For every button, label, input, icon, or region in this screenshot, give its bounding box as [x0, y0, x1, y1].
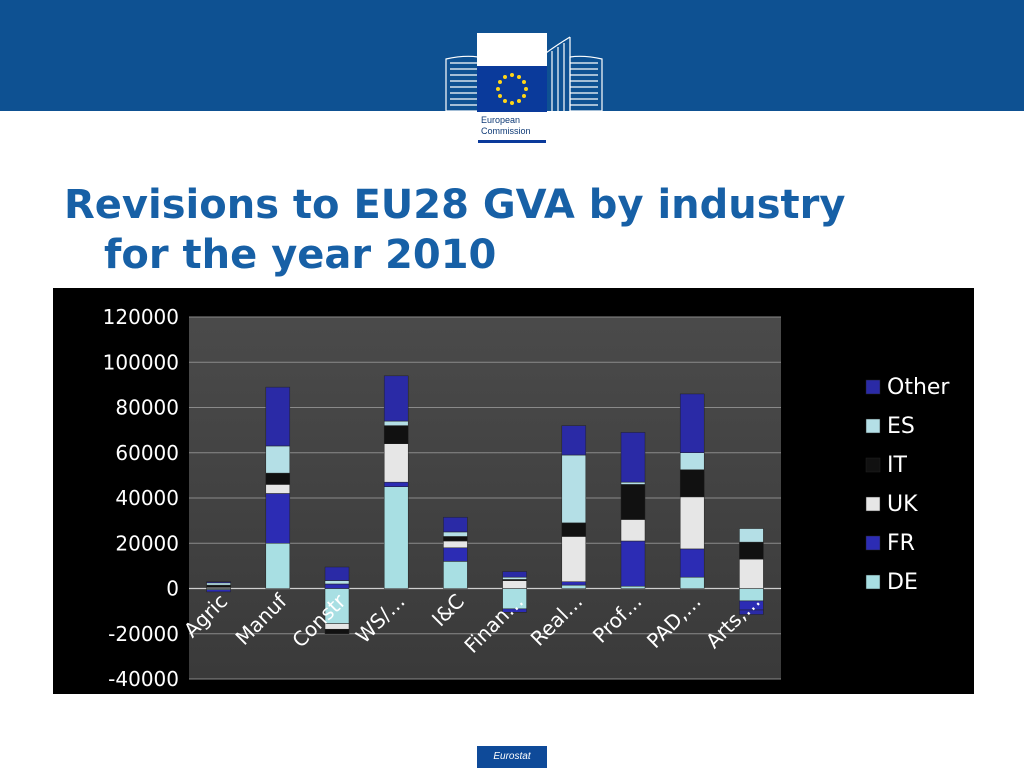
bar-segment-it: [265, 472, 291, 485]
logo-underline: [478, 140, 546, 143]
bar-segment-fr: [265, 493, 291, 544]
legend-swatch-de: [865, 574, 881, 590]
bar-segment-es: [265, 445, 291, 474]
bar-segment-es: [679, 452, 705, 470]
eu-stars-icon: [496, 73, 528, 105]
bar-segment-fr: [206, 589, 231, 593]
y-tick-label: 120000: [103, 305, 179, 329]
legend-label-uk: UK: [887, 492, 918, 517]
y-tick-label: -20000: [108, 622, 179, 646]
logo-line1: European: [481, 115, 521, 125]
legend-label-it: IT: [887, 453, 907, 478]
bar-segment-uk: [265, 484, 291, 494]
bar-segment-other: [620, 432, 646, 483]
bar-segment-de: [383, 486, 409, 589]
bar-segment-it: [443, 536, 468, 542]
bar-segment-fr: [324, 583, 350, 589]
bar-segment-de: [620, 585, 646, 589]
slide-title: Revisions to EU28 GVA by industry for th…: [64, 180, 964, 280]
bar-segment-es: [324, 580, 350, 585]
bar-segment-fr: [679, 548, 705, 578]
bar-segment-fr: [561, 581, 587, 586]
bar-segment-es: [739, 528, 764, 543]
bar-segment-uk: [561, 536, 587, 582]
y-tick-label: 0: [166, 577, 179, 601]
bar-segment-other: [383, 375, 409, 422]
bar-segment-it: [561, 522, 587, 537]
bar-segment-fr: [443, 547, 468, 562]
title-line1: Revisions to EU28 GVA by industry: [64, 182, 846, 228]
legend-label-de: DE: [887, 570, 918, 595]
bar-segment-other: [739, 609, 764, 615]
eu-flag: [477, 66, 547, 112]
legend-swatch-fr: [865, 535, 881, 551]
y-tick-label: 20000: [115, 531, 179, 555]
y-tick-label: 80000: [115, 396, 179, 420]
bar-segment-fr: [620, 540, 646, 587]
legend-swatch-es: [865, 418, 881, 434]
bar-segment-it: [324, 628, 350, 635]
bar-segment-other: [324, 566, 350, 581]
bar-segment-de: [265, 543, 291, 589]
bar-segment-de: [443, 561, 468, 589]
legend-swatch-other: [865, 379, 881, 395]
legend-label-es: ES: [887, 414, 915, 439]
legend-swatch-uk: [865, 496, 881, 512]
bar-segment-es: [561, 454, 587, 524]
bar-segment-other: [561, 425, 587, 456]
bar-segment-it: [620, 484, 646, 520]
legend-swatch-it: [865, 457, 881, 473]
eurostat-badge: Eurostat: [477, 746, 547, 768]
chart-container: 120000 100000 80000 60000 40000 20000 0 -20000 -…: [53, 288, 974, 694]
bar-segment-uk: [620, 519, 646, 542]
bar-segment-other: [502, 571, 527, 578]
bar-segment-it: [739, 541, 764, 560]
bar-segment-other: [443, 516, 468, 533]
bar-segment-other: [265, 386, 291, 447]
bar-segment-de: [679, 576, 705, 589]
bar-segment-uk: [383, 443, 409, 483]
bar-segment-it: [206, 584, 231, 588]
bar-segment-other: [679, 393, 705, 454]
bar-segment-uk: [502, 580, 527, 589]
y-tick-label: 60000: [115, 441, 179, 465]
bar-segment-other: [206, 581, 231, 584]
bar-segment-es: [206, 582, 231, 586]
logo-line2: Commission: [481, 126, 531, 136]
y-tick-label: 100000: [103, 350, 179, 374]
bar-segment-es: [383, 420, 409, 426]
bar-segment-uk: [739, 558, 764, 589]
y-tick-label: -40000: [108, 667, 179, 691]
bar-segment-uk: [679, 496, 705, 550]
bar-segment-fr: [383, 481, 409, 487]
stacked-bar-chart: 120000 100000 80000 60000 40000 20000 0 -20000 -…: [103, 305, 951, 691]
bar-segment-es: [502, 576, 527, 580]
legend-label-fr: FR: [887, 531, 915, 556]
bar-segment-it: [679, 469, 705, 498]
bar-segment-es: [620, 481, 646, 485]
bar-segment-es: [443, 531, 468, 537]
bar-segment-uk: [443, 540, 468, 549]
bar-segment-de: [561, 584, 587, 589]
bar-segment-fr: [502, 608, 527, 613]
logo-text: European Commission: [481, 115, 531, 137]
legend-label-other: Other: [887, 375, 950, 400]
y-tick-label: 40000: [115, 486, 179, 510]
title-line2: for the year 2010: [104, 232, 497, 278]
bar-segment-it: [383, 425, 409, 444]
